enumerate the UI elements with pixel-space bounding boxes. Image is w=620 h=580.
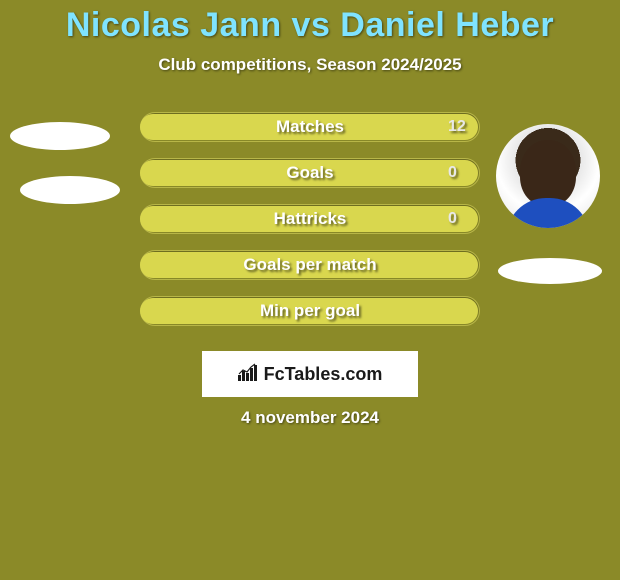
page-subtitle: Club competitions, Season 2024/2025 xyxy=(0,55,620,75)
logo-bars-icon xyxy=(238,363,260,386)
page-title: Nicolas Jann vs Daniel Heber xyxy=(0,0,620,45)
logo-box: FcTables.com xyxy=(202,351,418,397)
logo-label: FcTables.com xyxy=(264,364,383,385)
stat-row: Min per goal xyxy=(0,296,620,342)
bar-value-right: 12 xyxy=(448,112,466,142)
bar-fill-right xyxy=(140,252,478,278)
bar-fill-right xyxy=(140,298,478,324)
bar-track xyxy=(140,158,480,188)
stat-row: Goals0 xyxy=(0,158,620,204)
bar-value-right: 0 xyxy=(448,204,457,234)
logo-text: FcTables.com xyxy=(238,363,383,386)
bar-fill-right xyxy=(140,114,478,140)
stat-row: Goals per match xyxy=(0,250,620,296)
footer-date: 4 november 2024 xyxy=(0,408,620,428)
stat-row: Hattricks0 xyxy=(0,204,620,250)
bar-fill-right xyxy=(140,206,478,232)
infographic-container: Nicolas Jann vs Daniel Heber Club compet… xyxy=(0,0,620,580)
bar-track xyxy=(140,112,480,142)
bar-track xyxy=(140,250,480,280)
bar-fill-right xyxy=(140,160,478,186)
bar-track xyxy=(140,296,480,326)
stat-row: Matches12 xyxy=(0,112,620,158)
bar-track xyxy=(140,204,480,234)
bar-value-right: 0 xyxy=(448,158,457,188)
